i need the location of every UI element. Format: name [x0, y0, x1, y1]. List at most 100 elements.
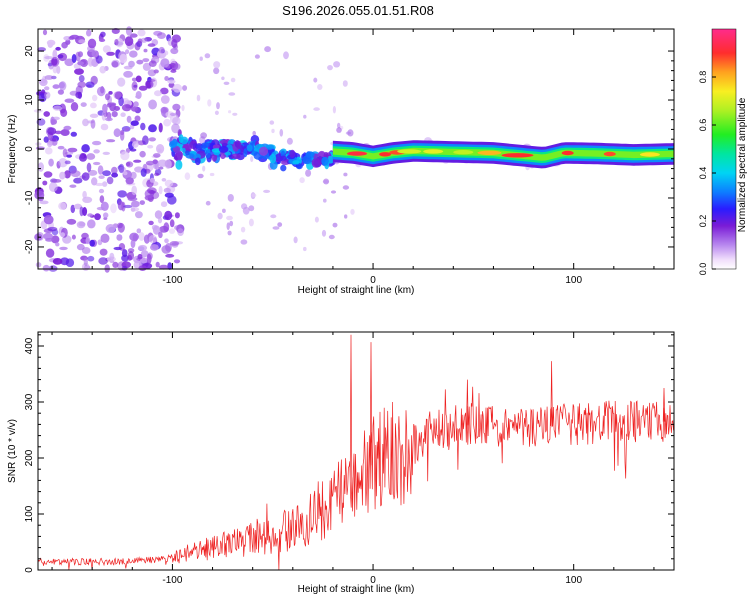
noise-blob: [323, 198, 327, 203]
noise-blob: [98, 175, 105, 180]
noise-blob: [223, 81, 230, 86]
noise-blob: [303, 114, 307, 119]
noise-blob: [169, 241, 180, 246]
ridge-peak: [379, 152, 392, 157]
cluster-blob: [302, 155, 312, 165]
noise-blob: [137, 29, 146, 37]
noise-blob: [131, 77, 137, 82]
noise-blob: [120, 151, 130, 161]
noise-blob: [90, 119, 96, 129]
noise-blob: [131, 106, 138, 112]
noise-blob: [167, 79, 176, 84]
noise-blob: [48, 158, 54, 167]
noise-blob: [137, 244, 148, 252]
noise-blob: [47, 226, 58, 232]
noise-blob: [133, 101, 139, 108]
noise-blob: [327, 65, 333, 71]
colorbar-axes: 0.0 0.2 0.4 0.6 0.8: [698, 28, 737, 275]
noise-blob: [328, 234, 335, 240]
noise-blob: [172, 103, 181, 111]
noise-blob: [197, 173, 204, 179]
noise-blob: [77, 81, 86, 88]
noise-blob: [113, 128, 121, 138]
noise-blob: [43, 171, 53, 178]
noise-blob: [57, 54, 64, 59]
noise-blob: [75, 91, 83, 99]
noise-blob: [141, 250, 149, 258]
noise-blob: [163, 222, 170, 233]
noise-blob: [111, 172, 118, 178]
noise-blob: [131, 185, 137, 196]
noise-blob: [332, 106, 336, 114]
noise-blob: [113, 91, 122, 100]
cluster-blob: [195, 143, 204, 150]
noise-blob: [129, 33, 138, 38]
noise-blob: [118, 163, 125, 174]
noise-blob: [60, 129, 70, 136]
noise-blob: [140, 257, 148, 264]
noise-blob: [332, 222, 338, 228]
noise-blob: [125, 104, 131, 109]
noise-blob: [52, 84, 60, 89]
noise-blob: [125, 26, 133, 36]
noise-blob: [102, 181, 108, 187]
noise-blob: [138, 232, 145, 241]
noise-blob: [146, 253, 152, 264]
noise-blob: [240, 239, 248, 245]
noise-blob: [229, 220, 234, 227]
noise-blob: [116, 234, 123, 241]
cluster-blob: [169, 140, 177, 148]
noise-blob: [46, 39, 56, 46]
noise-blob: [81, 144, 90, 153]
noise-blob: [145, 160, 155, 166]
noise-blob: [250, 156, 254, 162]
noise-blob: [158, 185, 163, 195]
noise-blob: [142, 62, 151, 71]
noise-blob: [184, 172, 191, 180]
ridge-peak: [453, 150, 474, 155]
noise-blob: [286, 137, 293, 145]
snr-y-tick-label: 300: [24, 393, 35, 410]
ridge-peak: [423, 149, 444, 154]
noise-blob: [199, 56, 203, 61]
noise-blob: [99, 65, 107, 74]
noise-blob: [330, 190, 337, 194]
ridge-peak: [639, 152, 660, 157]
noise-blob: [174, 63, 181, 70]
colorbar-frame: [711, 28, 737, 270]
noise-blob: [248, 218, 254, 227]
noise-blob: [131, 200, 140, 208]
noise-blob: [69, 184, 77, 188]
noise-blob: [120, 131, 125, 141]
cluster-blob: [194, 157, 201, 166]
noise-blob: [51, 179, 62, 183]
noise-blob: [164, 210, 173, 221]
noise-blob: [160, 95, 170, 104]
noise-blob: [79, 206, 84, 217]
noise-blob: [70, 131, 78, 137]
noise-blob: [60, 108, 68, 118]
noise-blob: [48, 182, 58, 192]
noise-blob: [81, 172, 90, 181]
noise-blob: [154, 172, 160, 177]
noise-blob: [336, 127, 342, 133]
noise-blob: [112, 261, 119, 268]
noise-blob: [71, 54, 77, 63]
noise-blob: [248, 205, 255, 212]
noise-blob: [347, 129, 354, 137]
noise-blob: [128, 60, 135, 68]
noise-blob: [131, 141, 139, 148]
noise-blob: [164, 192, 174, 198]
noise-blob: [147, 79, 156, 82]
noise-blob: [91, 50, 99, 58]
noise-blob: [66, 154, 72, 158]
noise-blob: [69, 34, 80, 40]
noise-blob: [283, 51, 289, 60]
noise-blob: [217, 212, 223, 220]
cluster-blob: [181, 147, 186, 153]
noise-blob: [148, 235, 158, 244]
noise-blob: [60, 232, 65, 238]
noise-blob: [240, 226, 246, 233]
noise-blob: [160, 58, 170, 68]
cluster-blob: [280, 164, 287, 172]
